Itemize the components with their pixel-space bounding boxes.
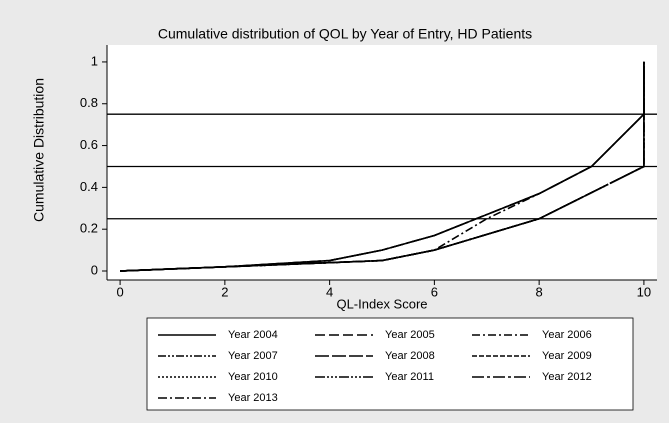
- x-tick-label: 6: [431, 284, 438, 299]
- legend-label: Year 2005: [385, 329, 435, 341]
- x-tick-label: 4: [326, 284, 333, 299]
- legend-label: Year 2007: [228, 350, 278, 362]
- legend-label: Year 2004: [228, 329, 278, 341]
- y-tick-label: 1: [91, 53, 98, 68]
- x-tick-label: 0: [116, 284, 123, 299]
- legend-label: Year 2011: [385, 371, 434, 383]
- y-tick-label: 0.6: [80, 137, 98, 152]
- legend-label: Year 2013: [228, 392, 278, 404]
- y-tick-label: 0: [91, 262, 98, 277]
- legend-label: Year 2009: [542, 350, 592, 362]
- y-tick-label: 0.2: [80, 221, 98, 236]
- legend-label: Year 2008: [385, 350, 435, 362]
- legend: [146, 317, 634, 411]
- y-tick-label: 0.8: [80, 95, 98, 110]
- x-tick-label: 8: [536, 284, 543, 299]
- series-line: [120, 61, 645, 272]
- y-tick-label: 0.4: [80, 179, 98, 194]
- plot-area: [107, 45, 657, 280]
- x-axis-title: QL-Index Score: [336, 296, 427, 311]
- legend-label: Year 2010: [228, 371, 278, 383]
- x-tick-label: 2: [221, 284, 228, 299]
- chart-title: Cumulative distribution of QOL by Year o…: [158, 26, 532, 42]
- y-axis-title: Cumulative Distribution: [31, 78, 47, 222]
- legend-label: Year 2006: [542, 329, 592, 341]
- x-tick-label: 10: [637, 284, 651, 299]
- legend-label: Year 2012: [542, 371, 592, 383]
- series-line: [120, 61, 645, 272]
